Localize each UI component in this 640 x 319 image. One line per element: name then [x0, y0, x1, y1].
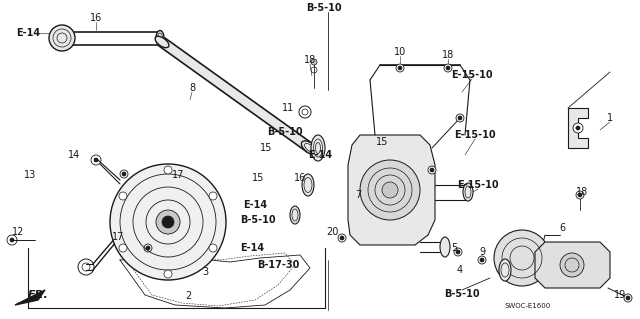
- Circle shape: [444, 64, 452, 72]
- Text: 18: 18: [576, 187, 588, 197]
- Circle shape: [338, 234, 346, 242]
- Text: B-5-10: B-5-10: [240, 215, 276, 225]
- Ellipse shape: [301, 141, 319, 155]
- Text: 3: 3: [202, 267, 208, 277]
- Text: 11: 11: [282, 103, 294, 113]
- Circle shape: [209, 244, 217, 252]
- Circle shape: [94, 158, 98, 162]
- Text: FR.: FR.: [28, 290, 49, 300]
- Text: SWOC-E1600: SWOC-E1600: [505, 303, 551, 309]
- Text: 8: 8: [189, 83, 195, 93]
- Circle shape: [162, 216, 174, 228]
- Text: 10: 10: [394, 47, 406, 57]
- Text: 15: 15: [252, 173, 264, 183]
- Circle shape: [626, 296, 630, 300]
- Ellipse shape: [302, 174, 314, 196]
- Circle shape: [396, 64, 404, 72]
- Polygon shape: [568, 108, 588, 148]
- Polygon shape: [348, 135, 435, 245]
- Circle shape: [119, 244, 127, 252]
- Circle shape: [398, 66, 402, 70]
- Circle shape: [164, 166, 172, 174]
- Circle shape: [456, 114, 464, 122]
- Circle shape: [456, 250, 460, 254]
- Text: 15: 15: [376, 137, 388, 147]
- Text: E-15-10: E-15-10: [451, 70, 493, 80]
- Ellipse shape: [156, 31, 164, 46]
- Circle shape: [430, 168, 434, 172]
- Text: 9: 9: [479, 247, 485, 257]
- Text: 19: 19: [614, 290, 626, 300]
- Text: 1: 1: [607, 113, 613, 123]
- Circle shape: [119, 192, 127, 200]
- Circle shape: [146, 246, 150, 250]
- Circle shape: [122, 172, 126, 176]
- Text: 5: 5: [451, 243, 457, 253]
- Text: 16: 16: [90, 13, 102, 23]
- Ellipse shape: [463, 183, 473, 201]
- Ellipse shape: [311, 135, 325, 161]
- Circle shape: [494, 230, 550, 286]
- Circle shape: [164, 270, 172, 278]
- Circle shape: [480, 258, 484, 262]
- Circle shape: [156, 210, 180, 234]
- Circle shape: [340, 236, 344, 240]
- Text: 7: 7: [355, 190, 361, 200]
- Circle shape: [578, 193, 582, 197]
- Text: 12: 12: [12, 227, 24, 237]
- Text: E-15-10: E-15-10: [454, 130, 496, 140]
- Ellipse shape: [440, 237, 450, 257]
- Text: B-5-10: B-5-10: [444, 289, 480, 299]
- Text: 13: 13: [24, 170, 36, 180]
- Text: E-14: E-14: [243, 200, 267, 210]
- Circle shape: [428, 166, 436, 174]
- Text: E-14: E-14: [16, 28, 40, 38]
- Circle shape: [624, 294, 632, 302]
- Circle shape: [478, 256, 486, 264]
- Text: E-14: E-14: [308, 150, 332, 160]
- Polygon shape: [15, 290, 45, 305]
- Circle shape: [560, 253, 584, 277]
- Text: 16: 16: [294, 173, 306, 183]
- Circle shape: [10, 238, 14, 242]
- Circle shape: [573, 123, 583, 133]
- Text: 2: 2: [185, 291, 191, 301]
- Circle shape: [382, 182, 398, 198]
- Text: E-14: E-14: [240, 243, 264, 253]
- Text: 4: 4: [457, 265, 463, 275]
- Text: 20: 20: [326, 227, 338, 237]
- Text: 17: 17: [112, 232, 124, 242]
- Text: 15: 15: [260, 143, 272, 153]
- Text: B-5-10: B-5-10: [306, 3, 342, 13]
- Circle shape: [209, 192, 217, 200]
- Circle shape: [454, 248, 462, 256]
- Text: 6: 6: [559, 223, 565, 233]
- Circle shape: [49, 25, 75, 51]
- Text: 18: 18: [304, 55, 316, 65]
- Circle shape: [446, 66, 450, 70]
- Text: E-15-10: E-15-10: [457, 180, 499, 190]
- Circle shape: [458, 116, 462, 120]
- Text: 17: 17: [172, 170, 184, 180]
- Circle shape: [110, 164, 226, 280]
- Text: B-17-30: B-17-30: [257, 260, 299, 270]
- Circle shape: [311, 59, 317, 65]
- Polygon shape: [159, 38, 313, 152]
- Ellipse shape: [499, 259, 511, 281]
- Ellipse shape: [155, 36, 169, 48]
- Circle shape: [576, 126, 580, 130]
- Circle shape: [576, 191, 584, 199]
- Text: B-5-10: B-5-10: [267, 127, 303, 137]
- Text: 18: 18: [442, 50, 454, 60]
- Circle shape: [360, 160, 420, 220]
- Text: 14: 14: [68, 150, 80, 160]
- Ellipse shape: [290, 206, 300, 224]
- Polygon shape: [535, 242, 610, 288]
